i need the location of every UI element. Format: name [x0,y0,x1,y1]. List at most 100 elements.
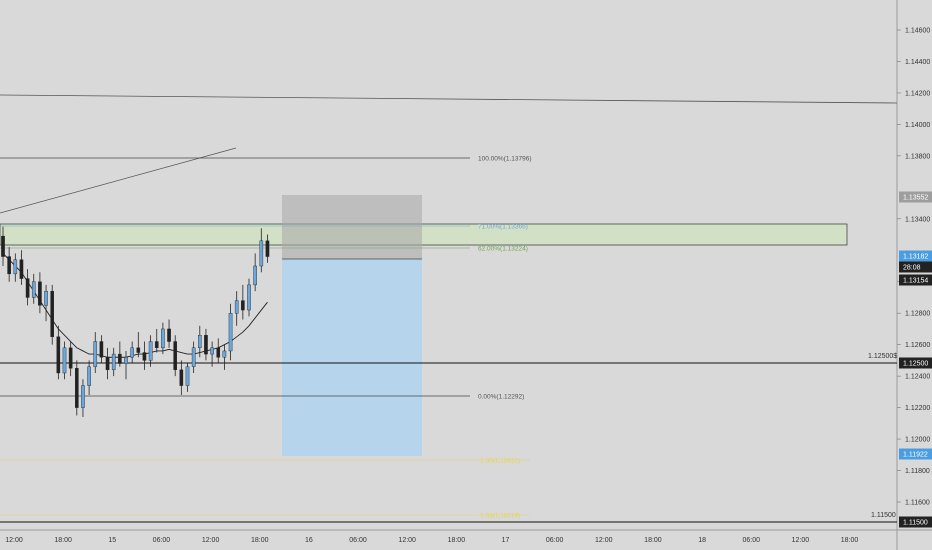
candle-body [265,240,270,257]
price-tick-label: 1.14600 [905,28,930,35]
price-badge-label: 28:08 [903,265,921,272]
time-tick-label: 06:00 [349,537,367,544]
candle-body [25,278,30,298]
price-tick-label: 1.13400 [905,216,930,223]
take-profit-area[interactable] [282,259,422,456]
price-badge [899,448,932,460]
candle-body [197,335,202,349]
supply-zone-rectangle[interactable] [0,223,848,246]
candle-body [167,328,171,342]
time-tick-label: 18:00 [54,537,72,544]
stop-loss-area[interactable] [282,195,422,259]
candle-body [124,357,128,364]
candle-body [142,352,147,361]
candle-body [222,350,227,358]
candle-body [204,335,208,355]
price-badge-label: 1.11500 [903,520,928,527]
candle-body [111,353,116,371]
fib-level-label: -1.00(1.11922) [478,458,520,465]
candle-body [253,265,257,286]
candle-body [1,235,5,257]
candle-body [259,240,264,267]
price-tick-label: 1.11800 [905,468,930,475]
price-badge [899,357,932,369]
candle-body [148,341,153,361]
candle-body [105,357,110,371]
price-tick-label: 1.12200 [905,405,930,412]
time-tick-label: 18:00 [448,537,466,544]
candle-body [118,353,122,364]
candle-body [74,368,79,408]
time-tick-label: 18:00 [644,537,662,544]
candle-body [31,281,36,298]
candle-body [93,341,98,367]
candle-body [191,347,196,367]
level-label-1115: 1.11500 [871,512,896,519]
time-tick-label: 06:00 [742,537,760,544]
candle-body [210,347,214,355]
candle-body [179,369,184,386]
time-axis[interactable]: 12:00 18:00 15 06:00 12:00 18:00 16 06:00 12:00 1… [5,537,858,544]
candle-body [99,341,104,358]
candle-body [241,300,245,311]
fib-level-label: 71.00%(1.13366) [478,224,528,231]
fib-level-label: -1.62(1.11519) [478,513,520,520]
fib-level-label: 100.00%(1.13796) [478,156,532,163]
candlestick-series [1,226,270,418]
time-tick-label: 18 [698,537,706,544]
price-badge [899,274,932,286]
candle-body [50,290,54,338]
ma-line [2,253,268,358]
candle-body [44,290,48,306]
price-tick-label: 1.13800 [905,153,930,160]
candle-body [136,347,141,353]
time-tick-label: 06:00 [546,537,564,544]
time-tick-label: 17 [502,537,510,544]
candle-body [161,328,165,349]
candle-body [19,259,24,279]
candle-body [81,385,85,408]
fib-level-label: 62.00%(1.13224) [478,246,528,253]
price-tick-label: 1.12600 [905,342,930,349]
candle-body [56,336,61,374]
candle-body [13,259,18,275]
candle-body [68,347,73,369]
time-tick-label: 12:00 [398,537,416,544]
price-badge-label: 1.11922 [903,452,928,459]
price-tick-label: 1.14200 [905,90,930,97]
price-badge [899,516,932,528]
candle-body [216,347,221,358]
candle-body [130,347,134,358]
candle-body [228,313,233,352]
price-badge [899,250,932,262]
candle-body [7,256,11,275]
trend-line-rising[interactable] [0,147,237,214]
candle-body [173,341,178,371]
price-tick-label: 1.12800 [905,311,930,318]
candle-body [87,366,91,386]
price-badge-label: 1.13154 [903,278,928,285]
price-badge [899,261,932,273]
candle-body [62,347,67,374]
fib-level-label: 0.00%(1.12292) [478,394,524,401]
time-tick-label: 12:00 [792,537,810,544]
price-badge-label: 1.13182 [903,254,928,261]
candle-body [185,366,190,386]
candle-body [234,300,239,314]
time-tick-label: 12:00 [5,537,23,544]
level-label-1125: 1.12500$ [868,353,897,360]
time-tick-label: 12:00 [595,537,613,544]
price-tick-label: 1.11600 [905,500,930,507]
price-badge-label: 1.12500 [903,361,928,368]
moving-average [2,253,268,358]
time-tick-label: 15 [108,537,116,544]
candle-body [154,341,159,349]
time-tick-label: 18:00 [251,537,269,544]
price-badge-label: 1.13552 [903,195,928,202]
trend-line-top[interactable] [0,94,898,104]
candle-body [247,284,251,311]
time-tick-label: 18:00 [841,537,859,544]
time-tick-label: 16 [305,537,313,544]
